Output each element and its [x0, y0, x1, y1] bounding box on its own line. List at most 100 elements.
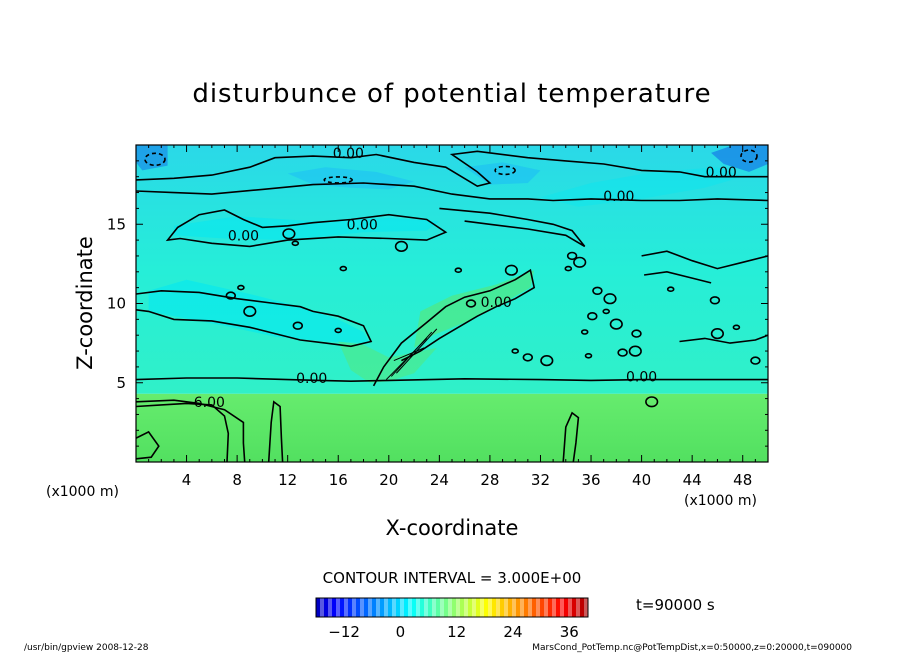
contour-line	[643, 270, 712, 284]
colorbar-stripe	[376, 598, 381, 617]
colorbar-stripe	[400, 598, 405, 617]
colorbar-stripe	[544, 598, 549, 617]
colorbar-stripe	[476, 598, 481, 617]
contour-lines	[136, 149, 768, 462]
colorbar-stripe	[564, 598, 569, 617]
colorbar-stripe	[408, 598, 413, 617]
field-patch	[136, 145, 168, 171]
colorbar-stripe	[396, 598, 401, 617]
contour-loop	[580, 329, 589, 335]
y-axis-label: Z-coordinate	[73, 236, 97, 370]
colorbar-stripe	[324, 598, 329, 617]
field-patch	[148, 279, 370, 344]
colorbar-stripe	[496, 598, 501, 617]
contour-loop	[666, 286, 675, 293]
colorbar-stripe	[536, 598, 541, 617]
contour-loop	[592, 286, 603, 295]
colorbar-stripe	[440, 598, 445, 617]
contour-loop	[243, 305, 257, 318]
contour-loop	[237, 284, 245, 291]
contour-line	[136, 289, 373, 348]
contour-loop	[602, 308, 611, 315]
colorbar-stripe	[556, 598, 561, 617]
colorbar	[316, 598, 589, 617]
contour-line	[641, 250, 768, 270]
contour-label: 0.00	[333, 146, 364, 162]
contour-loop	[710, 328, 725, 340]
y-tick-label: 15	[107, 215, 126, 233]
x-tick-label: 40	[632, 471, 651, 489]
contour-loop	[334, 327, 343, 334]
colorbar-frame	[315, 597, 589, 618]
contour-negative	[494, 165, 516, 176]
field-lower-layer	[136, 393, 768, 462]
contour-positive	[390, 331, 433, 377]
x-axis-ticks: 4 8 12 16 20 24 28 32 36 40 44 48	[135, 145, 769, 489]
contour-line	[372, 268, 536, 387]
colorbar-stripe	[568, 598, 573, 617]
field-patch	[173, 216, 440, 241]
colorbar-stripe	[404, 598, 409, 617]
colorbar-stripe	[484, 598, 489, 617]
field-patch	[540, 167, 743, 207]
contour-line	[136, 402, 230, 462]
contour-loop	[709, 296, 721, 305]
contour-label: 0.00	[603, 189, 634, 205]
x-tick-label: 4	[182, 471, 192, 489]
contour-label: 0.00	[228, 229, 259, 245]
colorbar-stripe	[456, 598, 461, 617]
contour-label: 0.00	[481, 295, 512, 311]
colorbar-stripe	[464, 598, 469, 617]
x-tick-label: 16	[329, 471, 348, 489]
colorbar-stripe	[356, 598, 361, 617]
contour-label: 6.00	[194, 395, 225, 411]
colorbar-stripe	[524, 598, 529, 617]
x-tick-label: 12	[278, 471, 297, 489]
colorbar-tick-label: 24	[503, 623, 522, 641]
contour-label: 0.00	[706, 165, 737, 181]
contour-negative	[144, 152, 166, 167]
x-axis-label: X-coordinate	[386, 516, 519, 540]
colorbar-stripe	[432, 598, 437, 617]
contour-labels: 0.00 0.00 0.00 0.00 0.00 0.00 0.00 0.00 6.00	[194, 146, 737, 411]
contour-line	[136, 150, 768, 188]
contour-positive-group	[385, 328, 438, 380]
colorbar-stripe	[348, 598, 353, 617]
colorbar-stripe	[420, 598, 425, 617]
colorbar-stripe	[380, 598, 385, 617]
colorbar-stripe	[384, 598, 389, 617]
contour-loop	[628, 345, 642, 357]
colorbar-stripe	[512, 598, 517, 617]
colorbar-stripe	[448, 598, 453, 617]
contour-loop	[732, 324, 741, 331]
colorbar-stripe	[528, 598, 533, 617]
field-upper-layer	[136, 145, 768, 394]
contour-loop	[291, 240, 300, 247]
x-tick-label: 36	[581, 471, 600, 489]
colorbar-stripe	[436, 598, 441, 617]
colorbar-stripe	[508, 598, 513, 617]
colorbar-stripe	[368, 598, 373, 617]
colorbar-stripe	[504, 598, 509, 617]
x-unit-label: (x1000 m)	[684, 493, 757, 509]
contour-loop	[631, 329, 642, 338]
contour-label: 0.00	[347, 217, 378, 233]
colorbar-stripe	[532, 598, 537, 617]
y-tick-label: 10	[107, 295, 126, 313]
contour-loop	[540, 355, 554, 367]
contour-line	[165, 209, 448, 248]
contour-loop	[584, 352, 593, 359]
contour-line	[562, 411, 580, 462]
colorbar-stripe	[560, 598, 565, 617]
x-tick-label: 32	[531, 471, 550, 489]
contour-loop	[454, 267, 463, 274]
field-patch	[464, 162, 541, 185]
contour-loop	[339, 265, 348, 272]
colorbar-stripe	[352, 598, 357, 617]
contour-loop	[587, 312, 598, 321]
colorbar-stripe	[344, 598, 349, 617]
footer-right: MarsCond_PotTemp.nc@PotTempDist,x=0:5000…	[532, 643, 852, 653]
colorbar-stripe	[492, 598, 497, 617]
contour-loop	[617, 348, 628, 357]
colorbar-stripe	[392, 598, 397, 617]
